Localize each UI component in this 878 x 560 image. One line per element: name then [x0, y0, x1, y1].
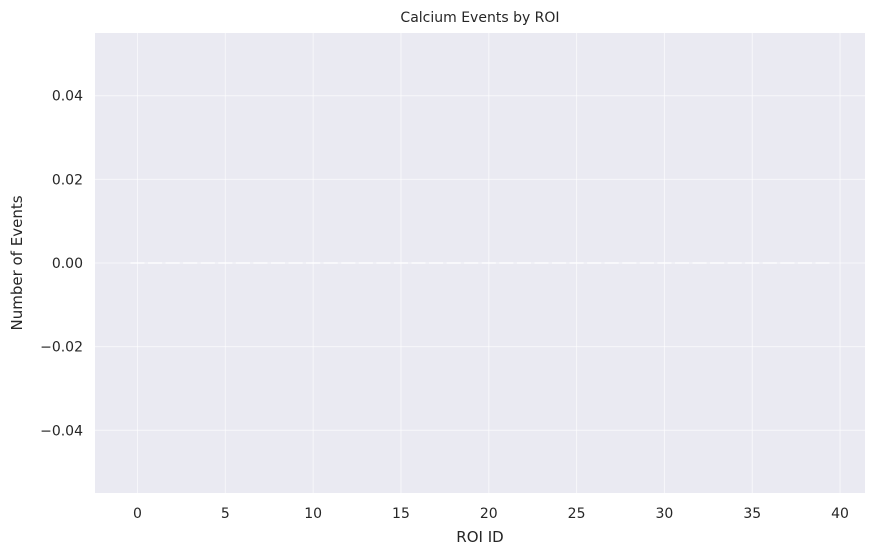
bar: [657, 262, 672, 264]
y-tick-label: 0.04: [52, 89, 83, 105]
y-tick-label: −0.02: [40, 340, 83, 356]
y-axis-label: Number of Events: [8, 195, 26, 330]
bar: [587, 262, 602, 264]
bar: [534, 262, 549, 264]
y-tick-label: 0.00: [52, 256, 83, 272]
x-axis-ticks: 0 5 10 15 20 25 30 35 40: [133, 506, 849, 522]
bar: [200, 262, 215, 264]
bar: [815, 262, 830, 264]
x-tick-label: 40: [831, 506, 849, 522]
bar: [745, 262, 760, 264]
chart-title: Calcium Events by ROI: [400, 10, 559, 26]
x-tick-label: 30: [656, 506, 674, 522]
bar: [235, 262, 250, 264]
bar: [130, 262, 145, 264]
bar: [288, 262, 303, 264]
bar: [411, 262, 426, 264]
bar: [218, 262, 233, 264]
x-tick-label: 15: [392, 506, 410, 522]
bar: [604, 262, 619, 264]
bar: [306, 262, 321, 264]
x-tick-label: 20: [480, 506, 498, 522]
bar: [516, 262, 531, 264]
bar: [674, 262, 690, 264]
y-tick-label: −0.04: [40, 423, 83, 439]
bar: [446, 262, 461, 264]
bar: [429, 262, 444, 264]
bar: [393, 262, 408, 264]
x-tick-label: 35: [743, 506, 761, 522]
bar: [323, 262, 338, 264]
bar: [710, 262, 725, 264]
bar: [464, 262, 479, 264]
bar: [253, 262, 268, 264]
bar: [569, 262, 584, 264]
x-tick-label: 25: [568, 506, 586, 522]
bar: [165, 262, 180, 264]
bar: [341, 262, 356, 264]
bar: [692, 262, 707, 264]
y-axis-ticks: −0.04 −0.02 0.00 0.02 0.04: [40, 89, 83, 440]
x-tick-label: 5: [221, 506, 230, 522]
bar: [639, 262, 654, 264]
bar: [499, 262, 514, 264]
bar: [762, 262, 777, 264]
bar: [780, 262, 795, 264]
bar: [376, 262, 391, 264]
bar: [270, 262, 286, 264]
bar: [183, 262, 198, 264]
x-tick-label: 10: [304, 506, 322, 522]
bar: [358, 262, 373, 264]
bar: [148, 262, 163, 264]
x-axis-label: ROI ID: [456, 528, 503, 546]
bar: [622, 262, 637, 264]
x-tick-label: 0: [133, 506, 142, 522]
bar: [481, 262, 496, 264]
bar: [727, 262, 742, 264]
bars: [130, 262, 830, 264]
bar: [552, 262, 567, 264]
y-tick-label: 0.02: [52, 172, 83, 188]
bar: [797, 262, 812, 264]
